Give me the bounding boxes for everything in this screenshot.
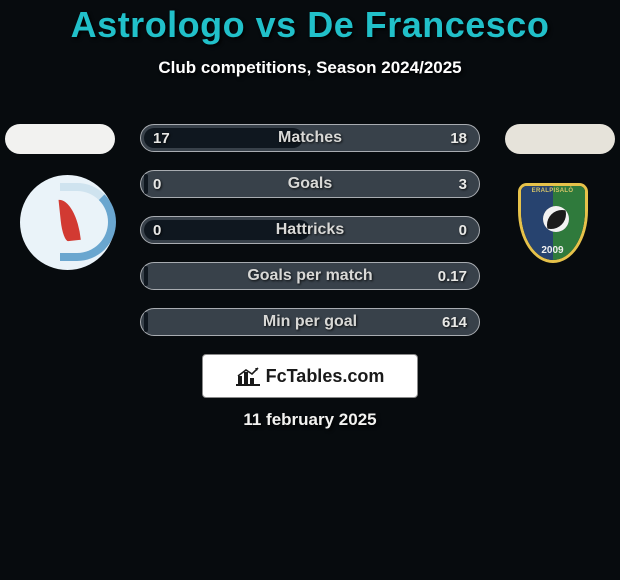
crest-right-banner: ERALPISALÒ [521,188,585,194]
fctables-logo[interactable]: FcTables.com [202,354,418,398]
player-left-name-pill [5,124,115,154]
stat-row: 0Hattricks0 [140,216,480,244]
stat-right-value: 0.17 [438,268,467,285]
stat-right-value: 3 [459,176,467,193]
crest-right-year: 2009 [521,245,585,256]
stats-block: 17Matches180Goals30Hattricks0Goals per m… [140,124,480,336]
stat-right-value: 0 [459,222,467,239]
stat-right-value: 614 [442,314,467,331]
bar-chart-icon [236,366,260,386]
subtitle: Club competitions, Season 2024/2025 [0,58,620,78]
stat-label: Hattricks [141,221,479,239]
stat-label: Goals per match [141,267,479,285]
stat-label: Min per goal [141,313,479,331]
crest-right-ball-icon [543,206,569,232]
stat-label: Goals [141,175,479,193]
stat-left-value: 17 [153,130,170,147]
stat-label: Matches [141,129,479,147]
crest-left [20,175,115,270]
player-right-name-pill [505,124,615,154]
stat-left-value: 0 [153,222,161,239]
stat-row: Goals per match0.17 [140,262,480,290]
fctables-logo-text: FcTables.com [266,366,385,387]
crest-right-shield-icon: ERALPISALÒ 2009 [518,183,588,263]
crest-right: ERALPISALÒ 2009 [505,175,600,270]
stat-left-value: 0 [153,176,161,193]
date-text: 11 february 2025 [0,410,620,430]
page-title: Astrologo vs De Francesco [0,0,620,46]
stat-row: 0Goals3 [140,170,480,198]
stat-right-value: 18 [450,130,467,147]
stat-row: 17Matches18 [140,124,480,152]
stat-row: Min per goal614 [140,308,480,336]
